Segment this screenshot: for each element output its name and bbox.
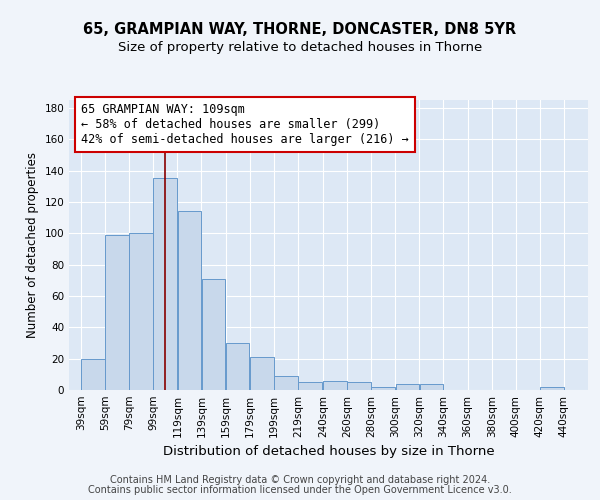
Bar xyxy=(154,178,177,390)
Text: Contains HM Land Registry data © Crown copyright and database right 2024.: Contains HM Land Registry data © Crown c… xyxy=(110,475,490,485)
Bar xyxy=(81,358,105,390)
Bar xyxy=(106,235,129,390)
Bar xyxy=(419,384,443,390)
Bar xyxy=(395,384,419,390)
Y-axis label: Number of detached properties: Number of detached properties xyxy=(26,152,39,338)
Bar xyxy=(347,382,371,390)
Bar xyxy=(130,233,153,390)
Bar xyxy=(274,376,298,390)
X-axis label: Distribution of detached houses by size in Thorne: Distribution of detached houses by size … xyxy=(163,446,494,458)
Bar xyxy=(540,387,564,390)
Text: 65, GRAMPIAN WAY, THORNE, DONCASTER, DN8 5YR: 65, GRAMPIAN WAY, THORNE, DONCASTER, DN8… xyxy=(83,22,517,38)
Text: Size of property relative to detached houses in Thorne: Size of property relative to detached ho… xyxy=(118,41,482,54)
Text: Contains public sector information licensed under the Open Government Licence v3: Contains public sector information licen… xyxy=(88,485,512,495)
Text: 65 GRAMPIAN WAY: 109sqm
← 58% of detached houses are smaller (299)
42% of semi-d: 65 GRAMPIAN WAY: 109sqm ← 58% of detache… xyxy=(81,103,409,146)
Bar xyxy=(202,278,226,390)
Bar xyxy=(178,212,201,390)
Bar xyxy=(323,380,347,390)
Bar xyxy=(250,357,274,390)
Bar xyxy=(226,343,250,390)
Bar xyxy=(298,382,322,390)
Bar xyxy=(371,387,395,390)
